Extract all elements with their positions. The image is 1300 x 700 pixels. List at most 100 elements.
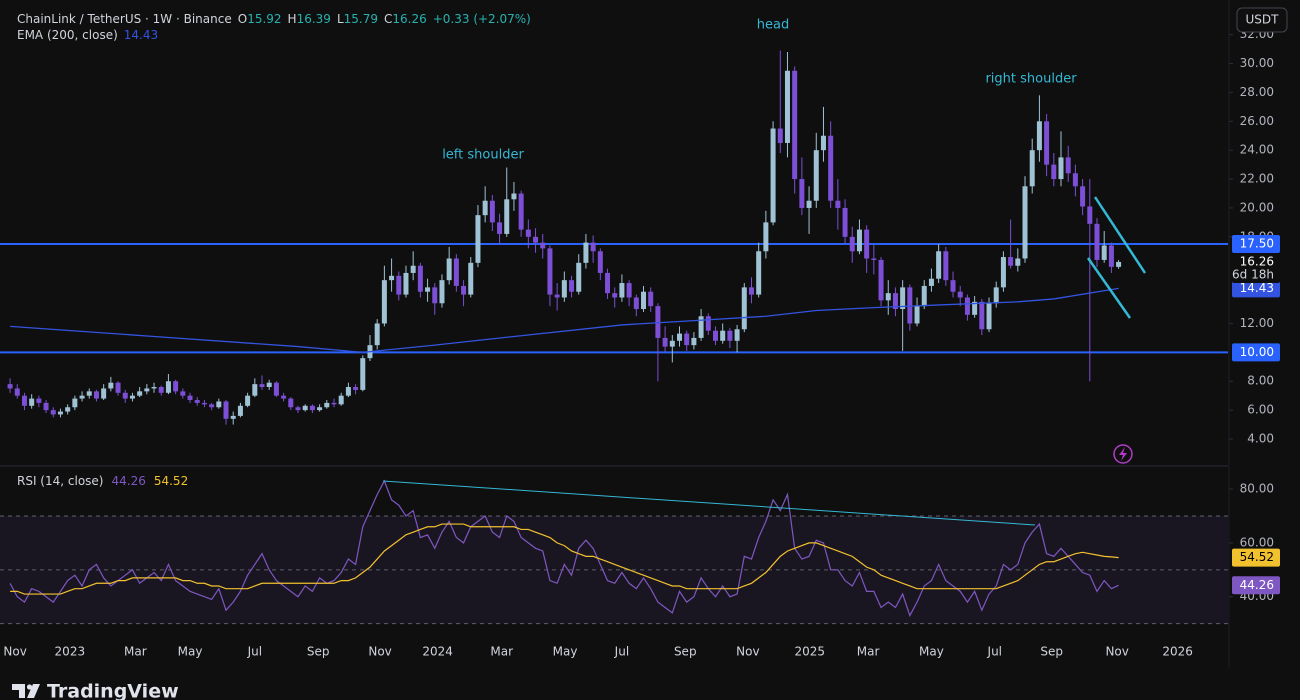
candle-body (1101, 245, 1107, 260)
candle-body (1080, 186, 1086, 207)
ema-line (10, 287, 1119, 354)
candle-body (914, 306, 920, 324)
rsi-line (10, 523, 1119, 595)
legend-row: EMA (200, close) 14.43 (17, 27, 531, 43)
candle-body (273, 382, 279, 396)
x-tick-label: Jul (987, 645, 1002, 659)
candle-body (1015, 258, 1021, 266)
candle-body (151, 387, 157, 389)
candle-body (792, 70, 798, 180)
pattern-label: head (757, 18, 789, 33)
rsi-value-label-box (1232, 576, 1280, 595)
candle-body (677, 333, 683, 341)
candle-body (396, 275, 402, 295)
candle-body (381, 280, 387, 324)
candle-body (741, 287, 747, 330)
candle-body (7, 384, 13, 389)
currency-button[interactable] (1236, 7, 1288, 33)
candle-body (540, 242, 546, 249)
candle-body (964, 297, 970, 315)
candle-body (158, 387, 164, 393)
alert-icon[interactable] (1113, 444, 1133, 464)
candle-body (525, 229, 531, 237)
candle-body (259, 384, 265, 388)
candle-body (79, 395, 85, 399)
price-label: 16.26 (1240, 254, 1274, 268)
candle-body (533, 236, 539, 243)
candle-body (684, 333, 690, 346)
rsi-band (0, 515, 1228, 624)
candle-body (50, 410, 56, 415)
candle-body (425, 287, 431, 292)
candle-body (641, 291, 647, 310)
divergence-line (382, 480, 1036, 526)
candle-body (353, 387, 359, 390)
candle-body (734, 329, 740, 341)
candle-body (504, 199, 510, 234)
candle-body (583, 242, 589, 263)
candle-body (137, 391, 143, 396)
candle-body (201, 402, 207, 405)
candle-body (856, 229, 862, 252)
x-tick-label: 2024 (422, 645, 453, 659)
x-tick-label: May (178, 645, 203, 659)
candle-body (813, 150, 819, 201)
candle-body (806, 200, 812, 208)
candle-body (108, 382, 114, 389)
x-tick-label: Nov (368, 645, 391, 659)
y-tick-label: 26.00 (1240, 114, 1274, 128)
candle-body (439, 280, 445, 304)
chart-layer: 4.006.008.0012.0018.0020.0022.0024.0026.… (0, 18, 1274, 659)
candle-body (129, 395, 135, 399)
pattern-label: left shoulder (442, 148, 524, 163)
candle-body (317, 407, 323, 411)
ohlc-value: 16.39 (296, 12, 331, 26)
x-tick-label: Nov (736, 645, 759, 659)
candle-body (266, 382, 272, 388)
ohlc-item: L15.79 (337, 11, 378, 27)
candle-body (972, 301, 978, 315)
candle-body (302, 405, 308, 411)
candle-body (482, 200, 488, 216)
candle-body (187, 395, 193, 401)
candle-body (489, 200, 495, 223)
candle-body (569, 280, 575, 292)
candle-body (828, 135, 834, 201)
candle-body (144, 388, 150, 392)
candle-body (93, 391, 99, 399)
candle-body (878, 259, 884, 301)
ohlc-key: L (336, 12, 344, 26)
wedge-line (1093, 196, 1147, 274)
candle-body (763, 222, 769, 252)
candle-body (597, 251, 603, 273)
price-legend: ChainLink / TetherUS · 1W · Binance O15.9… (17, 11, 531, 43)
candle-body (345, 387, 351, 396)
candle-body (612, 293, 618, 298)
candle-body (705, 316, 711, 331)
hline-label: 10.00 (1240, 345, 1274, 359)
ohlc-key: H (287, 12, 297, 26)
candle-body (511, 193, 517, 200)
candle-body (712, 330, 718, 341)
candle-body (122, 392, 128, 399)
candle-body (1044, 121, 1050, 165)
candle-body (892, 293, 898, 310)
candle-body (619, 283, 625, 298)
candle-body (554, 294, 560, 298)
wedge-line (1086, 257, 1132, 319)
candle-body (691, 337, 697, 346)
candle-body (885, 293, 891, 301)
candle-body (957, 291, 963, 298)
ohlc-key: C (383, 12, 393, 26)
candle-body (698, 316, 704, 338)
rsi-legend: RSI (14, close) 44.26 54.52 (17, 474, 188, 488)
candle-body (230, 415, 236, 419)
x-tick-label: Jul (247, 645, 262, 659)
ohlc-item: H16.39 (288, 11, 331, 27)
candle-body (1108, 245, 1114, 267)
candle-body (777, 128, 783, 143)
candle-body (216, 401, 222, 408)
candle-body (727, 330, 733, 341)
